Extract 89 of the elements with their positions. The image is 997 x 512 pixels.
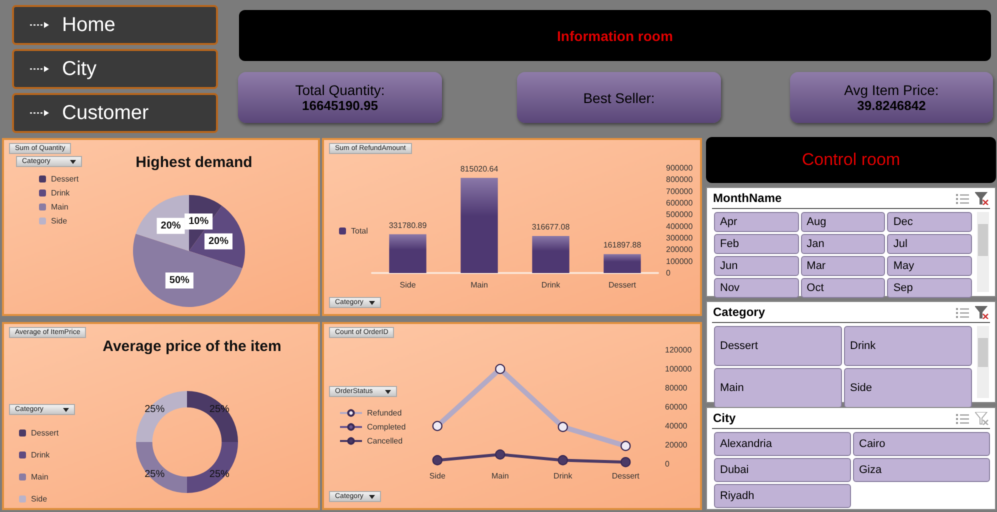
y-tick-label: 80000 <box>665 384 688 392</box>
text: Drink <box>844 326 972 366</box>
text: Home <box>62 14 116 36</box>
data-label: 161897.88 <box>603 240 642 250</box>
data-label: 25% <box>144 404 165 416</box>
text: City <box>62 58 96 80</box>
legend-label: Dessert <box>31 428 60 438</box>
y-tick-label: 100000 <box>666 256 694 266</box>
text: Alexandria <box>714 432 851 456</box>
point <box>558 455 568 466</box>
legend-label: Cancelled <box>367 436 403 446</box>
point <box>495 449 506 460</box>
text: City <box>713 411 736 425</box>
legend-label: Side <box>31 494 48 504</box>
text: Side <box>844 368 972 408</box>
y-tick-label: 400000 <box>666 222 694 231</box>
legend-label: Drink <box>31 450 51 460</box>
text: Riyadh <box>714 484 851 508</box>
text: Dec <box>887 212 972 232</box>
text: Dessert <box>714 326 842 366</box>
text: Oct <box>800 278 886 298</box>
x-tick-label: Dessert <box>608 280 637 290</box>
text: Aug <box>800 212 886 232</box>
point <box>620 457 631 468</box>
data-label: 331780.89 <box>388 220 428 230</box>
text: Jun <box>714 256 799 276</box>
text: Nov <box>714 278 799 298</box>
legend-label: Dessert <box>51 174 80 184</box>
text: Avg Item Price: <box>844 82 939 98</box>
legend-label: Refunded <box>367 408 402 418</box>
text: Jul <box>887 234 972 254</box>
text: Information room <box>239 10 991 61</box>
text: Main <box>714 368 842 408</box>
x-tick-label: Main <box>491 472 509 480</box>
x-tick-label: Side <box>429 472 446 480</box>
y-tick-label: 100000 <box>665 364 692 374</box>
legend-label: Main <box>51 202 68 212</box>
x-tick-label: Side <box>400 280 416 290</box>
legend-label: Drink <box>51 188 71 198</box>
y-tick-label: 600000 <box>666 198 694 208</box>
text: Category <box>713 305 766 319</box>
y-tick-label: 700000 <box>666 186 694 196</box>
data-label: 50% <box>169 274 190 286</box>
bar <box>389 234 426 273</box>
legend-label: Total <box>351 226 368 236</box>
x-tick-label: Dessert <box>612 472 640 480</box>
bar <box>460 178 498 273</box>
y-tick-label: 500000 <box>666 210 694 220</box>
text: Dubai <box>714 458 851 482</box>
data-label: 10% <box>188 216 209 228</box>
x-tick-label: Drink <box>554 472 574 480</box>
chart-title: Average price of the item <box>102 338 282 355</box>
y-tick-label: 120000 <box>665 346 692 354</box>
y-tick-label: 300000 <box>666 234 694 242</box>
text: Total Quantity: <box>295 82 385 98</box>
text: Sep <box>887 278 972 298</box>
bar <box>604 254 641 273</box>
x-tick-label: Drink <box>541 280 562 290</box>
point <box>432 455 442 466</box>
y-tick-label: 40000 <box>665 422 688 430</box>
y-tick-label: 20000 <box>665 440 688 450</box>
bar <box>532 236 570 273</box>
text: Best Seller: <box>583 90 655 106</box>
text: MonthName <box>713 191 782 205</box>
text: 39.8246842 <box>857 98 926 113</box>
y-tick-label: 60000 <box>665 402 688 412</box>
text: Apr <box>714 212 799 232</box>
text: 16645190.95 <box>302 98 378 113</box>
text: May <box>887 256 972 276</box>
text: Customer <box>62 102 149 124</box>
chart-title: Highest demand <box>136 154 252 171</box>
data-label: 20% <box>160 220 181 232</box>
x-tick-label: Main <box>470 280 488 290</box>
legend-label: Side <box>51 216 68 226</box>
y-tick-label: 900000 <box>666 164 694 172</box>
y-tick-label: 200000 <box>666 245 694 254</box>
legend-label: Completed <box>367 422 406 432</box>
data-label: 20% <box>208 236 229 247</box>
data-label: 316677.08 <box>532 222 570 232</box>
y-tick-label: 0 <box>666 268 671 278</box>
data-label: 815020.64 <box>460 164 499 174</box>
text: Control room <box>706 137 996 183</box>
y-tick-label: 800000 <box>666 175 694 184</box>
text: Jan <box>800 234 886 254</box>
text: Mar <box>800 256 886 276</box>
text: Feb <box>714 234 799 254</box>
text: Cairo <box>853 432 990 456</box>
text: Giza <box>853 458 990 482</box>
y-tick-label: 0 <box>665 460 670 468</box>
